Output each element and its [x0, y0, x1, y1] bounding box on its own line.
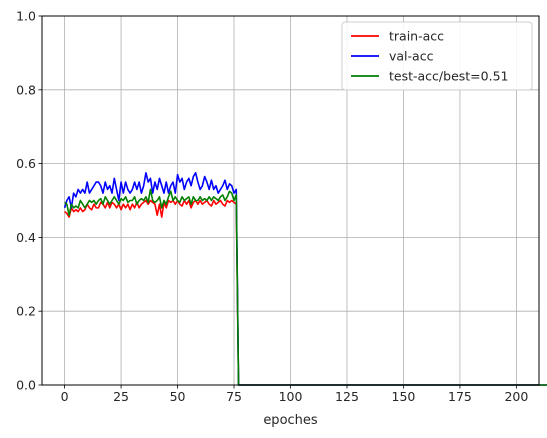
x-tick-label: 50: [170, 389, 186, 404]
legend-label: val-acc: [389, 49, 434, 64]
x-tick-label: 0: [61, 389, 69, 404]
x-tick-label: 100: [279, 389, 303, 404]
x-tick-label: 75: [226, 389, 242, 404]
x-tick-label: 150: [392, 389, 416, 404]
x-tick-label: 125: [335, 389, 359, 404]
y-tick-label: 0.8: [16, 82, 36, 97]
y-tick-label: 0.4: [16, 230, 36, 245]
x-tick-label: 25: [113, 389, 129, 404]
legend-box: [341, 21, 533, 91]
y-tick-label: 0.0: [16, 378, 36, 393]
legend-label: test-acc/best=0.51: [389, 69, 508, 84]
legend-label: train-acc: [389, 29, 444, 44]
legend: train-acc val-acc test-acc/best=0.51: [341, 21, 533, 91]
y-tick-label: 0.6: [16, 156, 36, 171]
x-axis-label: epoches: [263, 413, 318, 428]
x-axis: 0 25 50 75 100 125 150 175 200: [61, 385, 528, 404]
y-axis: 0.0 0.2 0.4 0.6 0.8 1.0: [16, 9, 42, 393]
y-tick-label: 0.2: [16, 304, 36, 319]
y-tick-label: 1.0: [16, 9, 36, 24]
x-tick-label: 175: [448, 389, 472, 404]
x-tick-label: 200: [504, 389, 528, 404]
